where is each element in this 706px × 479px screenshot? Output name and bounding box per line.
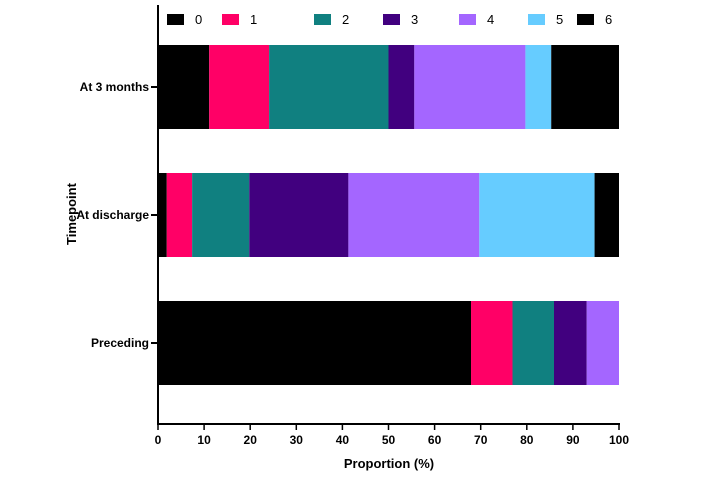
x-tick-label: 100 xyxy=(609,433,629,447)
x-tick-label: 30 xyxy=(290,433,304,447)
legend-label-4: 4 xyxy=(487,12,494,27)
y-tick-label: At 3 months xyxy=(80,80,150,94)
bar-segment-at-discharge-level-0 xyxy=(158,173,167,257)
x-tick-label: 10 xyxy=(197,433,211,447)
bar-segment-preceding-level-0 xyxy=(158,301,472,385)
y-tick-label: Preceding xyxy=(91,336,149,350)
bar-segment-preceding-level-1 xyxy=(471,301,513,385)
legend-label-5: 5 xyxy=(556,12,563,27)
legend-swatch-2 xyxy=(314,14,331,25)
bar-segment-at-discharge-level-4 xyxy=(348,173,480,257)
y-ticks: At 3 months At discharge Preceding xyxy=(76,80,158,350)
bar-segment-at-3-months-level-5 xyxy=(525,45,552,129)
bar-segment-at-discharge-level-1 xyxy=(166,173,193,257)
legend-swatch-1 xyxy=(222,14,239,25)
bar-segment-at-3-months-level-6 xyxy=(551,45,619,129)
bar-segment-preceding-level-4 xyxy=(586,301,619,385)
bar-segment-at-discharge-level-5 xyxy=(479,173,595,257)
legend: 0 1 2 3 4 5 6 xyxy=(167,12,612,27)
legend-label-6: 6 xyxy=(605,12,612,27)
x-tick-label: 20 xyxy=(244,433,258,447)
x-ticks: 0 10 20 30 40 50 60 70 80 90 100 xyxy=(155,424,629,447)
x-tick-label: 90 xyxy=(566,433,580,447)
bar-segment-at-3-months-level-4 xyxy=(414,45,526,129)
legend-swatch-0 xyxy=(167,14,184,25)
x-tick-label: 50 xyxy=(382,433,396,447)
legend-label-2: 2 xyxy=(342,12,349,27)
x-tick-label: 80 xyxy=(520,433,534,447)
bar-segment-at-3-months-level-1 xyxy=(209,45,270,129)
bar-segment-at-3-months-level-0 xyxy=(158,45,210,129)
bar-segment-at-3-months-level-2 xyxy=(269,45,389,129)
bar-segment-at-discharge-level-2 xyxy=(192,173,250,257)
legend-label-0: 0 xyxy=(195,12,202,27)
legend-swatch-4 xyxy=(459,14,476,25)
legend-swatch-6 xyxy=(577,14,594,25)
y-tick-label: At discharge xyxy=(76,208,149,222)
bar-segment-at-3-months-level-3 xyxy=(388,45,415,129)
bars xyxy=(158,45,619,385)
x-tick-label: 70 xyxy=(474,433,488,447)
y-axis-title: Timepoint xyxy=(64,182,79,245)
bar-segment-at-discharge-level-3 xyxy=(249,173,349,257)
x-tick-label: 40 xyxy=(336,433,350,447)
x-axis-title: Proportion (%) xyxy=(344,456,434,471)
x-tick-label: 0 xyxy=(155,433,162,447)
legend-swatch-3 xyxy=(383,14,400,25)
bar-segment-preceding-level-2 xyxy=(512,301,554,385)
legend-label-3: 3 xyxy=(411,12,418,27)
legend-swatch-5 xyxy=(528,14,545,25)
x-tick-label: 60 xyxy=(428,433,442,447)
bar-segment-preceding-level-3 xyxy=(554,301,587,385)
bar-segment-at-discharge-level-6 xyxy=(594,173,619,257)
legend-label-1: 1 xyxy=(250,12,257,27)
